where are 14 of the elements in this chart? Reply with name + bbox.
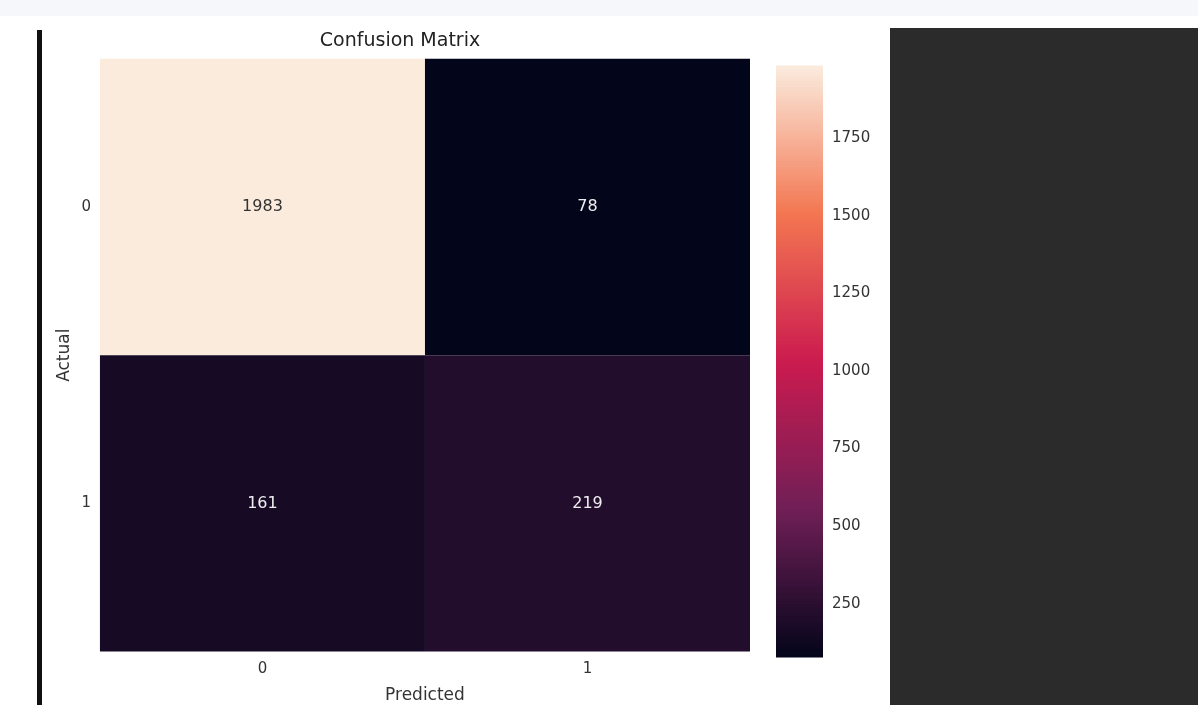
x-axis-title: Predicted <box>385 684 465 705</box>
data-label: 219 <box>572 492 603 512</box>
data-label: 78 <box>577 196 598 216</box>
data-label: 161 <box>247 492 278 512</box>
color-bar-label: 250 <box>832 593 861 612</box>
color-bar-label: 1500 <box>832 205 871 224</box>
data-label: 1983 <box>242 196 283 216</box>
color-bar-label: 500 <box>832 515 861 534</box>
color-bar-label: 1000 <box>832 360 871 379</box>
color-bar-label: 1750 <box>832 128 871 147</box>
color-bar-label: 1250 <box>832 283 871 302</box>
color-bar-label: 750 <box>832 438 861 457</box>
chart-title: Confusion Matrix <box>319 28 481 51</box>
y-axis-title: Actual <box>52 328 73 382</box>
